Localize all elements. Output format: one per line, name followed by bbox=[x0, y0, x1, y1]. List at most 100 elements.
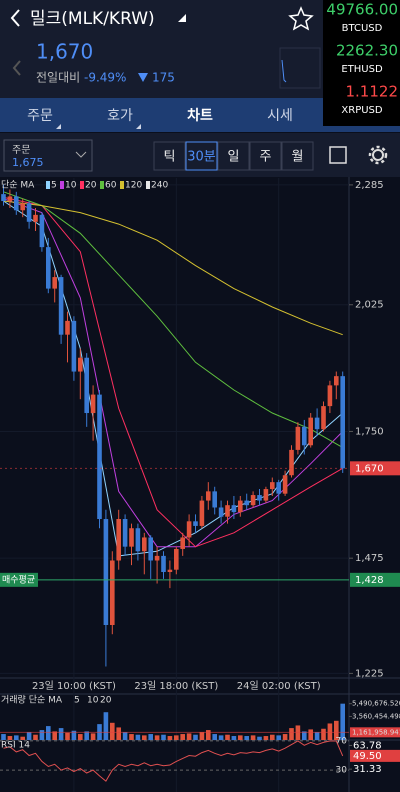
draw-tool-button[interactable] bbox=[329, 146, 347, 164]
tab[interactable]: 차트 bbox=[187, 108, 213, 124]
volume-bar bbox=[334, 720, 339, 740]
candle-body bbox=[193, 521, 198, 526]
candle-body bbox=[327, 385, 333, 407]
order-chevron bbox=[75, 151, 87, 158]
change-amount: 175 bbox=[152, 71, 175, 85]
tab[interactable]: 호가 bbox=[107, 108, 133, 124]
volume-bar bbox=[33, 734, 38, 740]
volume-bar bbox=[65, 732, 70, 740]
average-price-box bbox=[350, 572, 400, 587]
candle-body bbox=[52, 277, 57, 289]
volume-bar bbox=[193, 734, 198, 740]
rsi-tick-label: 70 bbox=[336, 736, 348, 746]
mini-chart-line bbox=[281, 59, 287, 83]
volume-tick-label: 1,161,958.941 bbox=[352, 728, 400, 736]
volume-bar bbox=[58, 728, 64, 740]
candle-body bbox=[78, 357, 83, 372]
y-tick-label: 1,475 bbox=[355, 553, 384, 564]
candle-body bbox=[225, 505, 230, 517]
candle-body bbox=[103, 519, 109, 626]
back-button[interactable] bbox=[10, 9, 20, 27]
volume-bar bbox=[20, 736, 25, 740]
candle-body bbox=[218, 507, 224, 517]
volume-bar bbox=[180, 734, 185, 740]
title-dropdown[interactable] bbox=[178, 14, 186, 22]
candle-body bbox=[148, 537, 153, 561]
volume-legend-name: 5 bbox=[74, 696, 80, 706]
x-tick-label: 23일 10:00 (KST) bbox=[32, 680, 116, 692]
chart-bg bbox=[0, 177, 400, 792]
favorite-star[interactable] bbox=[288, 6, 314, 31]
volume-bar bbox=[84, 731, 89, 740]
ma-legend-swatch bbox=[120, 181, 124, 189]
volume-bar bbox=[167, 736, 173, 740]
y-tick-label: 1,750 bbox=[355, 426, 384, 437]
volume-bar bbox=[340, 703, 345, 740]
candle-body bbox=[33, 214, 38, 222]
order-box[interactable] bbox=[3, 139, 93, 172]
ma-legend-swatch bbox=[46, 181, 50, 189]
x-tick-label: 23일 18:00 (KST) bbox=[134, 680, 218, 692]
volume-bar bbox=[174, 735, 179, 740]
candle-body bbox=[180, 537, 185, 549]
volume-tick-label: 3,560,454.498 bbox=[352, 712, 400, 720]
volume-current-box bbox=[350, 727, 400, 738]
volume-bar bbox=[46, 726, 51, 740]
rsi-legend-label: RSI 14 bbox=[1, 741, 30, 751]
volume-bar bbox=[257, 736, 262, 740]
rsi-value-label: 63.78 bbox=[353, 740, 382, 751]
volume-bar bbox=[321, 728, 326, 740]
candle-body bbox=[257, 495, 262, 501]
volume-bar bbox=[302, 731, 307, 740]
volume-bar bbox=[135, 734, 141, 740]
x-tick-label: 24일 02:00 (KST) bbox=[237, 680, 321, 692]
interval-button[interactable] bbox=[217, 141, 250, 171]
candle-body bbox=[276, 482, 281, 494]
candle-body bbox=[302, 426, 307, 446]
interval-button[interactable] bbox=[153, 141, 186, 171]
rsi-current-box bbox=[350, 749, 400, 762]
volume-bar bbox=[103, 712, 109, 740]
volume-legend-name: 10 bbox=[87, 696, 99, 706]
prev-button[interactable] bbox=[12, 60, 21, 76]
candle-body bbox=[212, 491, 217, 508]
candle-body bbox=[110, 560, 115, 626]
volume-bar bbox=[122, 732, 128, 740]
rsi-line bbox=[3, 740, 344, 782]
settings-button[interactable] bbox=[372, 149, 384, 161]
candle-body bbox=[250, 495, 256, 506]
ma-legend-name: 20 bbox=[85, 181, 97, 191]
ticker-symbol: XRPUSD bbox=[341, 105, 382, 116]
volume-bar bbox=[71, 730, 77, 740]
candle-body bbox=[90, 394, 96, 414]
tab-marker bbox=[56, 124, 61, 129]
interval-button[interactable] bbox=[249, 141, 282, 171]
average-price-label: 1,428 bbox=[355, 575, 384, 586]
volume-bar bbox=[308, 729, 313, 740]
candle-body bbox=[39, 214, 45, 248]
candle-body bbox=[289, 449, 294, 476]
interval-button[interactable] bbox=[281, 141, 314, 171]
interval-button[interactable] bbox=[185, 141, 218, 171]
volume-bar bbox=[90, 733, 96, 740]
tab[interactable]: 시세 bbox=[267, 108, 293, 124]
ma-legend-name: 5 bbox=[51, 181, 57, 191]
candle-body bbox=[65, 320, 70, 335]
candle-body bbox=[26, 203, 32, 222]
ma-legend-swatch bbox=[60, 181, 64, 189]
order-price: 1,675 bbox=[12, 156, 44, 169]
volume-bar bbox=[225, 734, 230, 740]
candle-body bbox=[58, 277, 64, 335]
candle-body bbox=[97, 394, 102, 520]
volume-bar bbox=[250, 735, 256, 740]
candle-body bbox=[199, 500, 205, 526]
volume-bar bbox=[1, 734, 6, 740]
candle-body bbox=[142, 537, 147, 552]
volume-legend-name: 20 bbox=[100, 696, 112, 706]
plot: 2,285 2,025 1,750 1,475 1,225 23일 10:00 (KST)… bbox=[0, 178, 400, 792]
candle-body bbox=[135, 528, 141, 552]
volume-bar bbox=[26, 732, 32, 740]
candle-body bbox=[282, 475, 288, 494]
tab[interactable]: 주문 bbox=[27, 108, 53, 124]
